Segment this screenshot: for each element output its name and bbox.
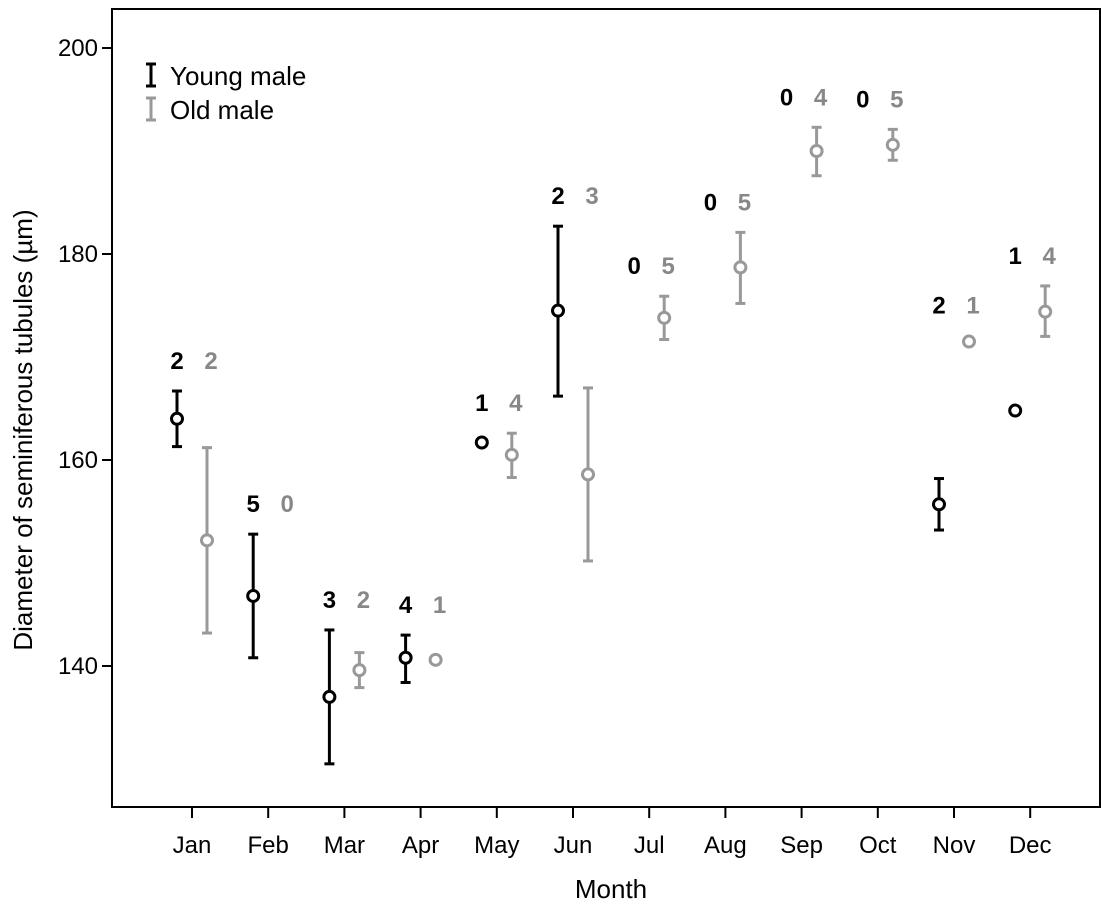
point-young-male-apr xyxy=(398,650,413,665)
n-label-young-male-sep: 0 xyxy=(780,84,793,111)
y-tick-label-160: 160 xyxy=(58,447,98,474)
x-tick-label-nov: Nov xyxy=(933,832,976,859)
x-tick-label-jun: Jun xyxy=(554,832,593,859)
x-tick-label-jul: Jul xyxy=(634,832,665,859)
n-label-old-male-jan: 2 xyxy=(204,348,217,375)
point-old-male-apr xyxy=(428,652,443,667)
x-axis-title: Month xyxy=(575,874,647,904)
point-young-male-feb xyxy=(246,588,261,603)
legend-item-old-male: Old male xyxy=(146,95,274,125)
n-label-young-male-apr: 4 xyxy=(399,592,413,619)
point-old-male-mar xyxy=(352,663,367,678)
sample-size-labels: 2 25 03 2 4 11 42 30 50 50 4 0 52 11 4 xyxy=(170,84,1056,619)
data-marks xyxy=(170,125,1053,766)
point-old-male-jan xyxy=(200,533,214,548)
n-label-old-male-mar: 2 xyxy=(357,587,370,614)
n-label-young-male-jun: 2 xyxy=(551,183,564,210)
y-tick-label-180: 180 xyxy=(58,241,98,268)
n-label-old-male-oct: 5 xyxy=(890,86,903,113)
point-old-male-aug xyxy=(733,260,748,275)
n-label-old-male-jun: 3 xyxy=(585,183,598,210)
point-old-male-dec xyxy=(1038,304,1053,319)
legend-label-young-male: Young male xyxy=(170,61,306,91)
x-axis: Jan Feb Mar Apr May Jun Jul Aug Sep Oct Nov Dec xyxy=(173,807,1052,859)
point-old-male-oct xyxy=(885,137,900,152)
legend-label-old-male: Old male xyxy=(170,95,274,125)
n-label-young-male-jul: 0 xyxy=(628,253,641,280)
point-young-male-mar xyxy=(322,689,337,704)
n-label-old-male-feb: 0 xyxy=(281,491,294,518)
point-old-male-nov xyxy=(962,334,976,349)
point-young-male-jan xyxy=(170,411,184,426)
n-label-young-male-aug: 0 xyxy=(704,189,717,216)
n-label-young-male-jan: 2 xyxy=(170,348,183,375)
x-tick-label-may: May xyxy=(474,832,519,859)
n-label-old-male-sep: 4 xyxy=(814,84,828,111)
n-label-young-male-feb: 5 xyxy=(247,491,260,518)
x-tick-label-dec: Dec xyxy=(1009,832,1052,859)
point-old-male-jul xyxy=(657,310,672,325)
x-tick-label-sep: Sep xyxy=(780,832,823,859)
n-label-old-male-apr: 1 xyxy=(433,592,446,619)
plot-frame xyxy=(111,8,1101,808)
n-label-young-male-may: 1 xyxy=(475,390,488,417)
y-tick-label-140: 140 xyxy=(58,653,98,680)
n-label-young-male-oct: 0 xyxy=(856,86,869,113)
point-young-male-jun xyxy=(551,303,565,318)
n-label-old-male-dec: 4 xyxy=(1043,243,1057,270)
y-tick-label-200: 200 xyxy=(58,35,98,62)
n-label-old-male-aug: 5 xyxy=(738,189,751,216)
y-axis: 140 160 180 200 xyxy=(58,35,112,680)
n-label-young-male-nov: 2 xyxy=(932,293,945,320)
n-label-old-male-nov: 1 xyxy=(966,293,979,320)
n-label-old-male-may: 4 xyxy=(509,390,523,417)
y-axis-title: Diameter of seminiferous tubules (µm) xyxy=(8,209,38,650)
x-tick-label-mar: Mar xyxy=(324,832,365,859)
point-young-male-nov xyxy=(932,497,946,512)
point-old-male-sep xyxy=(809,144,824,158)
point-old-male-may xyxy=(504,447,519,462)
n-label-young-male-mar: 3 xyxy=(323,587,336,614)
point-young-male-may xyxy=(474,435,489,450)
n-label-young-male-dec: 1 xyxy=(1009,243,1022,270)
point-young-male-dec xyxy=(1008,403,1023,418)
legend-item-young-male: Young male xyxy=(146,61,306,91)
n-label-old-male-jul: 5 xyxy=(662,253,675,280)
x-tick-label-aug: Aug xyxy=(704,832,747,859)
x-tick-label-oct: Oct xyxy=(859,832,897,859)
x-tick-label-feb: Feb xyxy=(248,832,289,859)
x-tick-label-apr: Apr xyxy=(402,832,439,859)
legend: Young male Old male xyxy=(146,61,306,125)
point-old-male-jun xyxy=(581,467,595,482)
x-tick-label-jan: Jan xyxy=(173,832,212,859)
